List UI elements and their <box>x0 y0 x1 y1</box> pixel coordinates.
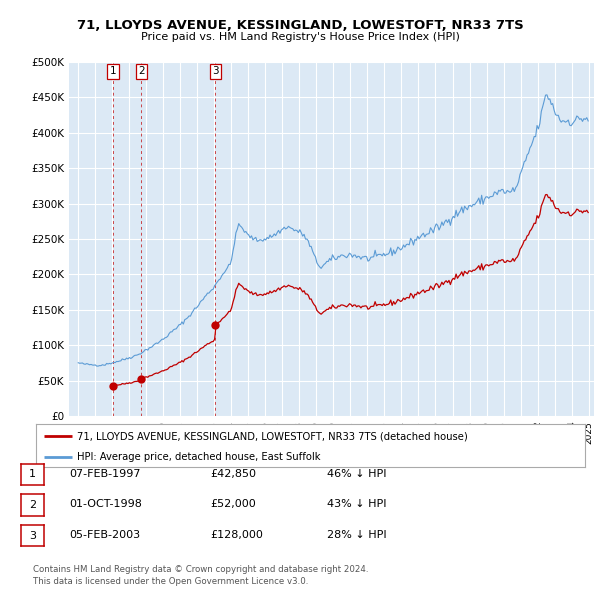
Text: Price paid vs. HM Land Registry's House Price Index (HPI): Price paid vs. HM Land Registry's House … <box>140 32 460 42</box>
Text: 2: 2 <box>29 500 36 510</box>
Text: 71, LLOYDS AVENUE, KESSINGLAND, LOWESTOFT, NR33 7TS: 71, LLOYDS AVENUE, KESSINGLAND, LOWESTOF… <box>77 19 523 32</box>
Text: 43% ↓ HPI: 43% ↓ HPI <box>327 500 386 509</box>
Text: 01-OCT-1998: 01-OCT-1998 <box>69 500 142 509</box>
Text: 71, LLOYDS AVENUE, KESSINGLAND, LOWESTOFT, NR33 7TS (detached house): 71, LLOYDS AVENUE, KESSINGLAND, LOWESTOF… <box>77 431 468 441</box>
Text: 05-FEB-2003: 05-FEB-2003 <box>69 530 140 540</box>
Text: 46% ↓ HPI: 46% ↓ HPI <box>327 469 386 478</box>
Text: 2: 2 <box>138 66 145 76</box>
Text: Contains HM Land Registry data © Crown copyright and database right 2024.
This d: Contains HM Land Registry data © Crown c… <box>33 565 368 586</box>
Text: 3: 3 <box>212 66 219 76</box>
Text: £128,000: £128,000 <box>210 530 263 540</box>
Text: 1: 1 <box>110 66 116 76</box>
Text: 1: 1 <box>29 470 36 479</box>
Text: 28% ↓ HPI: 28% ↓ HPI <box>327 530 386 540</box>
Text: 3: 3 <box>29 531 36 540</box>
Text: HPI: Average price, detached house, East Suffolk: HPI: Average price, detached house, East… <box>77 451 320 461</box>
Text: 07-FEB-1997: 07-FEB-1997 <box>69 469 140 478</box>
Text: £52,000: £52,000 <box>210 500 256 509</box>
Text: £42,850: £42,850 <box>210 469 256 478</box>
